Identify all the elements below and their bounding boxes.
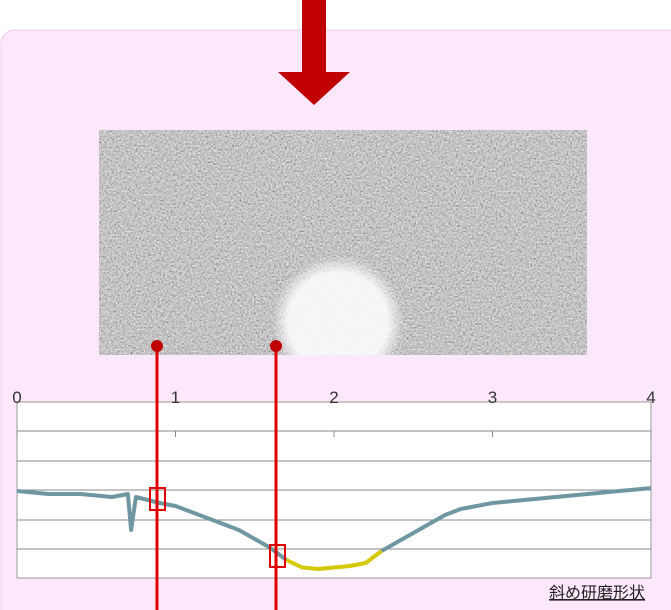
- x-tick-label: 3: [488, 388, 497, 407]
- x-tick-label: 0: [12, 388, 21, 407]
- micrograph: [99, 130, 587, 388]
- x-tick-label: 1: [171, 388, 180, 407]
- marker-dot: [270, 340, 282, 352]
- profile-plot: [17, 402, 651, 578]
- figure: 斜め研磨形状 0 1 2 3 4: [0, 0, 671, 610]
- annotation: 斜め研磨形状: [549, 583, 645, 602]
- marker-dot: [151, 340, 163, 352]
- x-tick-label: 4: [646, 388, 655, 407]
- x-tick-label: 2: [329, 388, 338, 407]
